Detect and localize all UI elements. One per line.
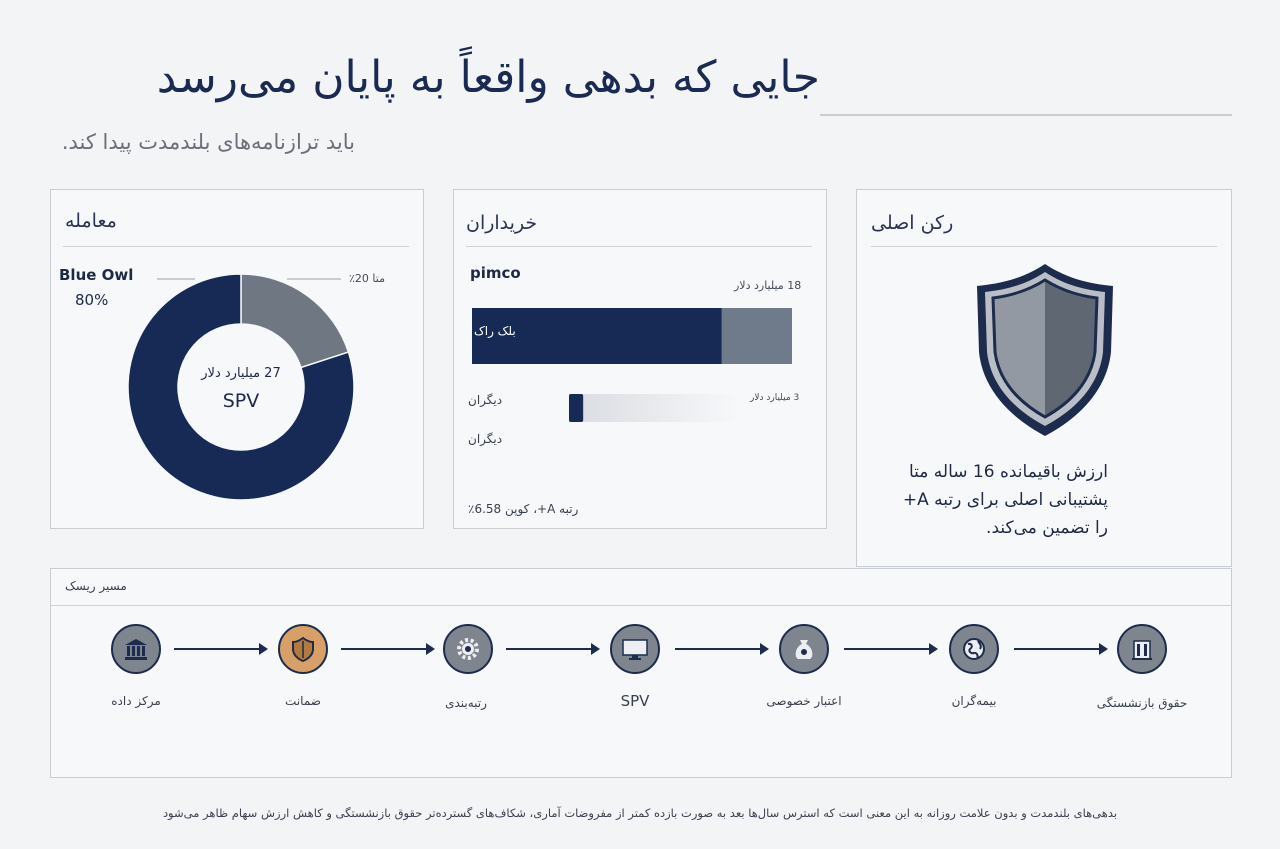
step-7-pension-building-icon <box>1117 624 1167 674</box>
deal-panel: معامله Blue Owl 80% متا 20٪ 27 میلیارد د… <box>50 189 424 529</box>
bar-others <box>569 394 584 422</box>
step-5-money-bag-icon <box>779 624 829 674</box>
meta-share-label: متا 20٪ <box>349 272 385 285</box>
step-6-label: بیمه‌گران <box>951 694 997 708</box>
buyers-panel-divider <box>466 246 812 247</box>
step-6-globe-icon <box>949 624 999 674</box>
step-3-gear-icon <box>443 624 493 674</box>
buyers-bar-chart <box>472 308 792 422</box>
bar-track-small <box>569 394 739 422</box>
pillar-panel-divider <box>871 246 1217 247</box>
buyers-panel: خریداران pimco 18 میلیارد دلار بلک راک 3… <box>453 189 827 529</box>
small-bar-value: 3 میلیارد دلار <box>750 393 800 403</box>
donut-slice-blue-owl <box>127 273 355 501</box>
pillar-panel: رکن اصلی <box>856 189 1232 567</box>
bar-blackrock <box>472 308 722 364</box>
big-bar-value: 18 میلیارد دلار <box>734 279 802 292</box>
step-arrow-4 <box>675 643 769 655</box>
step-arrow-1 <box>174 643 268 655</box>
step-1-bank-building-icon <box>111 624 161 674</box>
rating-note: رتبه A+، کوپن 6.58٪ <box>468 502 579 516</box>
step-arrow-6 <box>1014 643 1108 655</box>
footer-note: بدهی‌های بلندمدت و بدون علامت روزانه به … <box>162 806 1118 820</box>
step-arrow-2 <box>341 643 435 655</box>
title-divider <box>820 114 1232 116</box>
pillar-description: ارزش باقیمانده 16 ساله متا پشتیبانی اصلی… <box>902 462 1108 538</box>
step-2-shield-icon <box>278 624 328 674</box>
step-1-label: مرکز داده <box>111 694 161 708</box>
step-7-label: حقوق بازنشستگی <box>1096 696 1188 710</box>
page-subtitle: باید ترازنامه‌های بلندمدت پیدا کند. <box>61 130 355 154</box>
step-4-label: SPV <box>620 692 650 710</box>
blackrock-label: بلک راک <box>474 324 516 338</box>
step-4-monitor-icon <box>610 624 660 674</box>
pimco-label: pimco <box>470 264 521 282</box>
buyers-panel-title: خریداران <box>466 212 538 234</box>
donut-chart <box>127 273 355 501</box>
donut-center-label: SPV <box>222 390 260 412</box>
step-arrow-5 <box>844 643 938 655</box>
risk-path-title: مسیر ریسک <box>65 579 127 593</box>
page-title: جایی که بدهی واقعاً به پایان می‌رسد <box>156 52 820 103</box>
pillar-panel-title: رکن اصلی <box>871 212 954 234</box>
step-2-label: ضمانت <box>285 694 321 708</box>
donut-center-value: 27 میلیارد دلار <box>201 366 281 381</box>
deal-panel-title: معامله <box>65 210 117 232</box>
others-label-1: دیگران <box>468 393 503 407</box>
deal-panel-divider <box>63 246 409 247</box>
others-label-2: دیگران <box>468 432 503 446</box>
step-arrow-3 <box>506 643 600 655</box>
risk-path-divider <box>51 605 1231 606</box>
donut-slice-meta <box>240 273 350 369</box>
step-3-label: رتبه‌بندی <box>445 696 487 710</box>
owner-pct-label: 80% <box>75 291 109 309</box>
shield-icon <box>977 264 1113 436</box>
owner-name-label: Blue Owl <box>59 266 134 284</box>
step-5-label: اعتبار خصوصی <box>766 694 842 708</box>
